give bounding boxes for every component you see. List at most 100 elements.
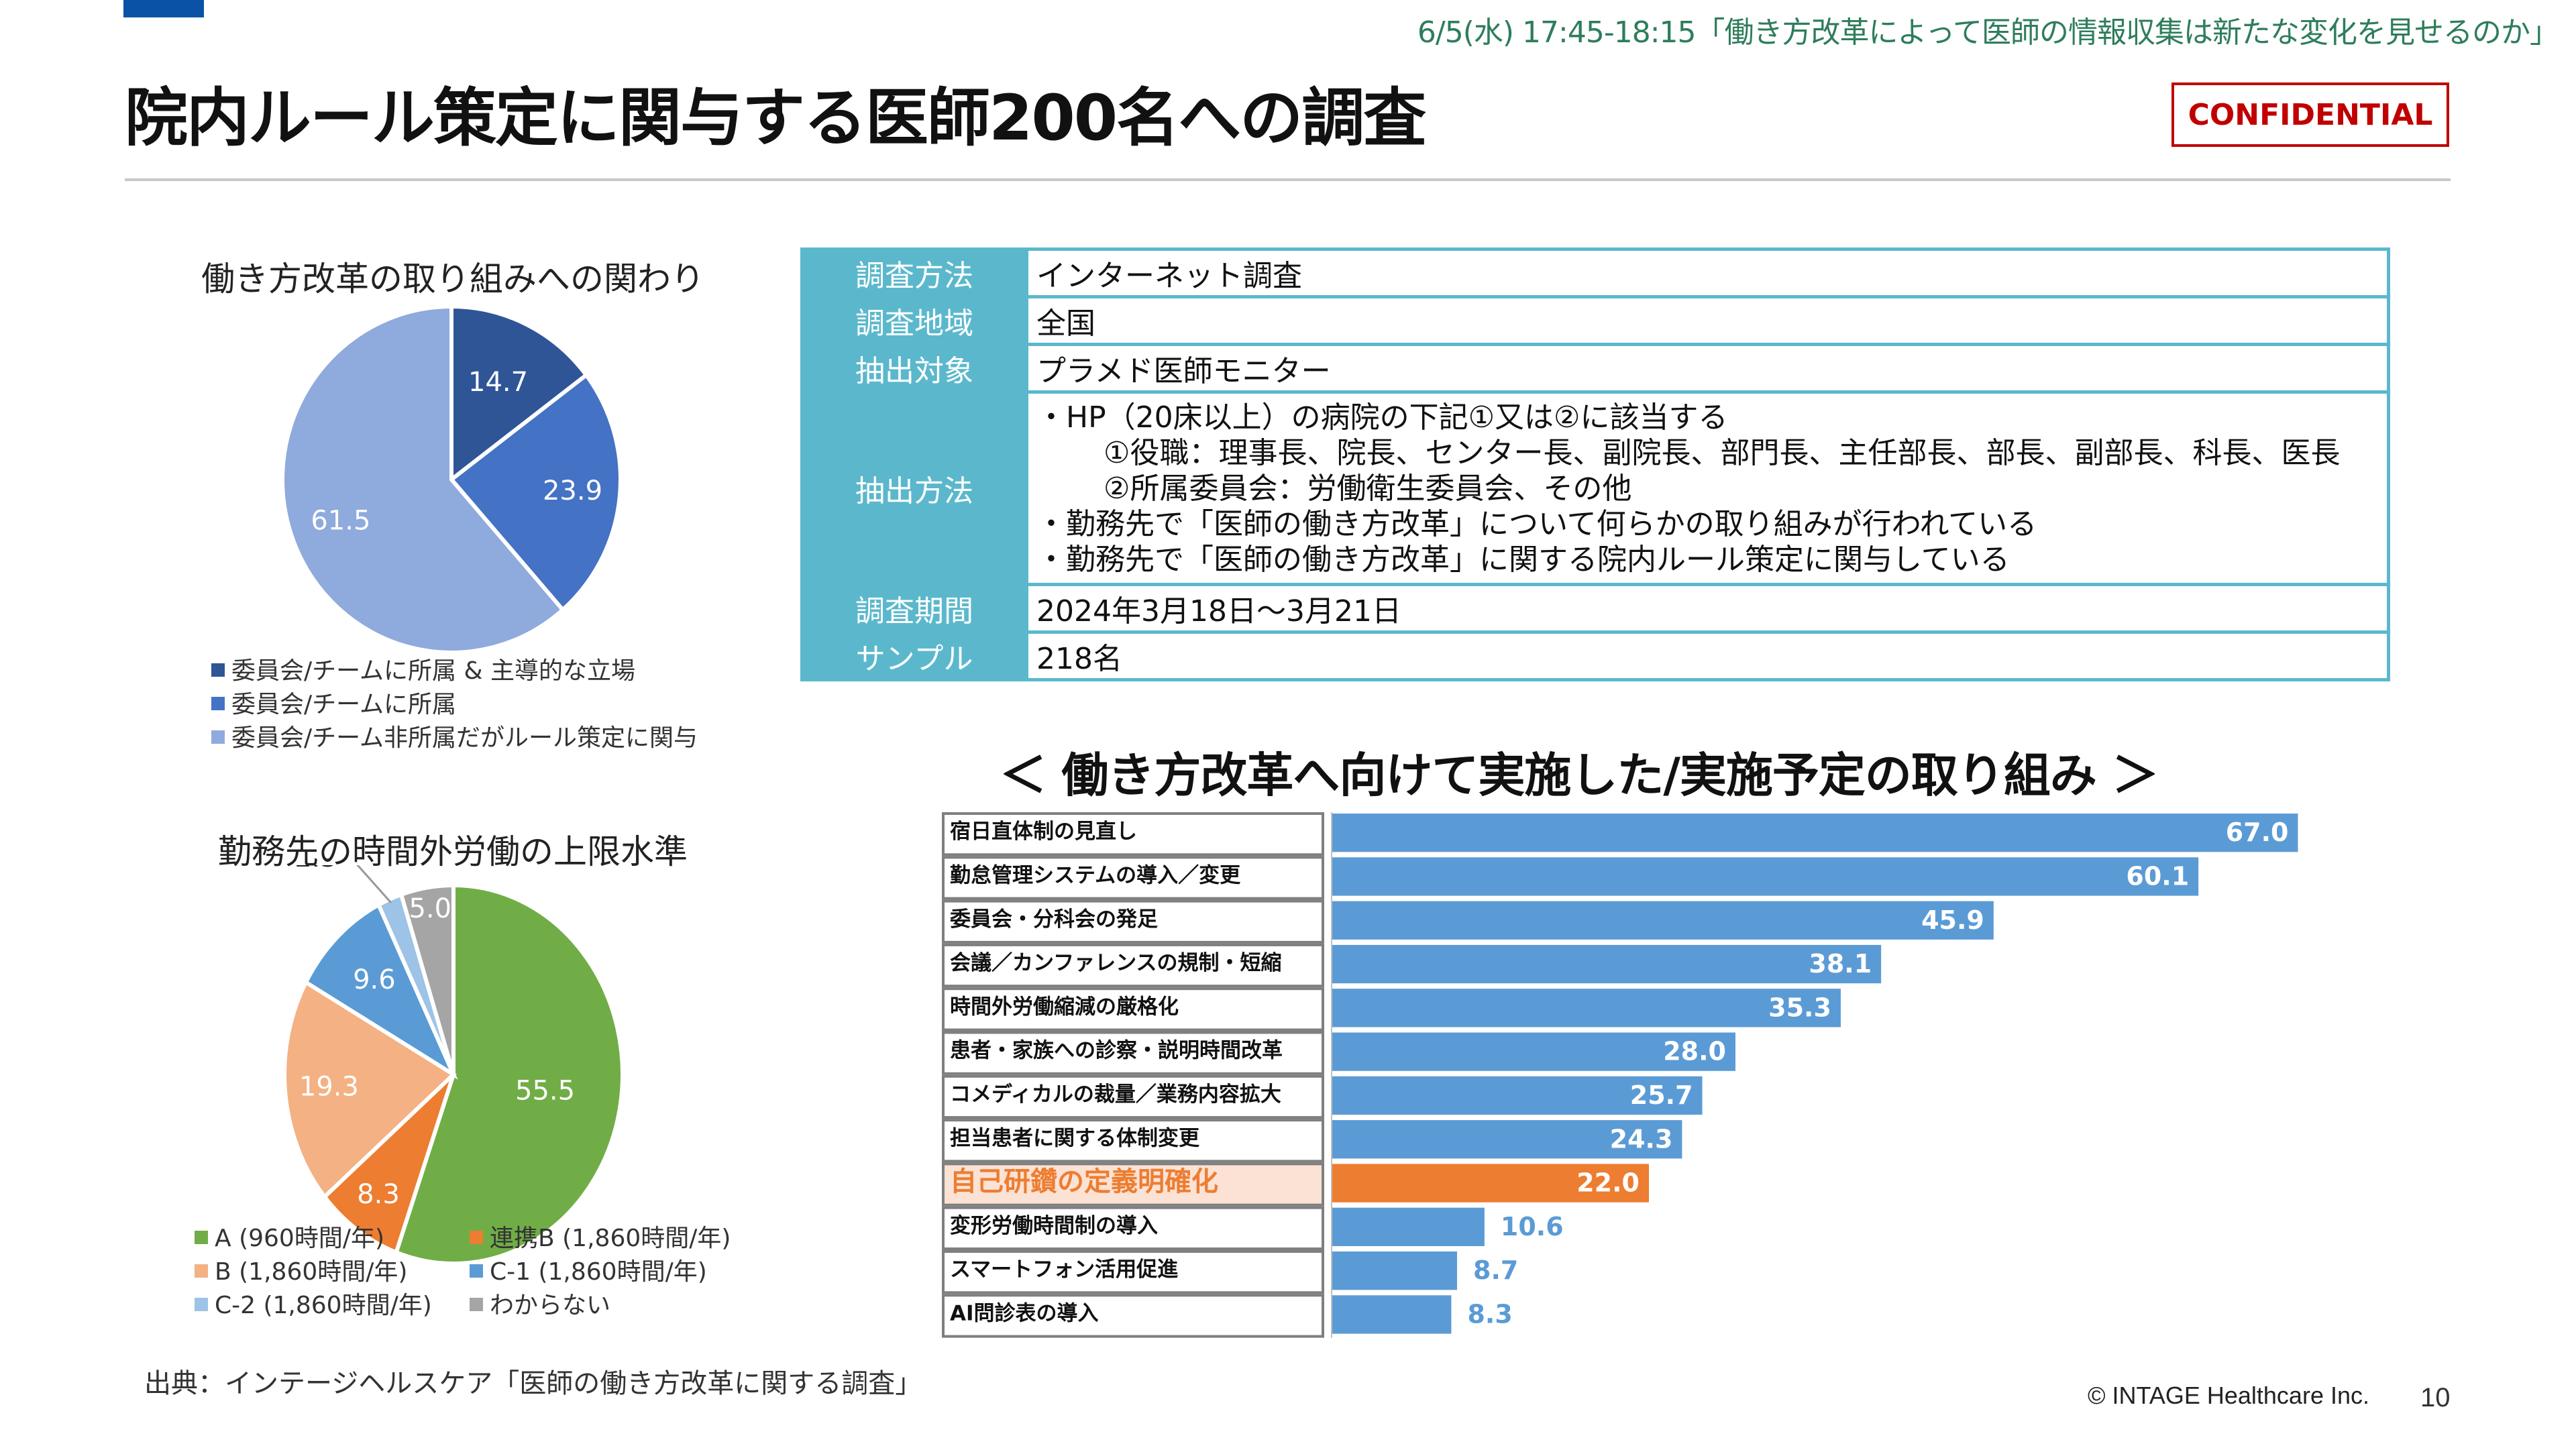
- pie-slice: [448, 372, 623, 613]
- pie-slice: [282, 979, 457, 1200]
- category-label: 患者・家族への診察・説明時間改革: [950, 1039, 1283, 1063]
- row-value: インターネット調査: [1028, 247, 2390, 298]
- row-value: プラメド医師モニター: [1028, 343, 2390, 394]
- category-label: 自己研鑽の定義明確化: [950, 1166, 1218, 1197]
- row-label: 調査方法: [800, 247, 1028, 298]
- category-label: 会議／カンファレンスの規制・短縮: [950, 951, 1281, 975]
- legend-label: 委員会/チームに所属: [231, 691, 457, 718]
- pie-data-label: 19.3: [299, 1071, 359, 1102]
- legend-swatch: [470, 1298, 483, 1311]
- pie2-legend: A (960時間/年) 連携B (1,860時間/年) B (1,860時間/年) C…: [195, 1222, 771, 1323]
- table-row: 抽出方法 ・HP（20床以上）の病院の下記①又は②に該当する ①役職：理事長、院…: [800, 390, 2390, 586]
- table-row: サンプル 218名: [800, 630, 2390, 681]
- criteria-line: ①役職：理事長、院長、センター長、副院長、部門長、主任部長、部長、副部長、科長、…: [1104, 435, 2341, 470]
- pie2-title: 勤務先の時間外労働の上限水準: [218, 832, 688, 871]
- legend-label: C-2 (1,860時間/年): [215, 1292, 432, 1319]
- row-value: 2024年3月18日～3月21日: [1028, 583, 2390, 634]
- criteria-line: ・勤務先で「医師の働き方改革」について何らかの取り組みが行われている: [1036, 506, 2037, 541]
- row-value: 全国: [1028, 295, 2390, 346]
- bar-value-label: 8.3: [1467, 1299, 1512, 1329]
- legend-swatch: [470, 1264, 483, 1278]
- legend-swatch: [211, 730, 225, 744]
- category-label-box: [942, 1119, 1324, 1163]
- bar-value-label: 35.3: [1768, 993, 1831, 1022]
- category-label-box: [942, 1074, 1324, 1119]
- bar: [1332, 857, 2199, 896]
- legend-label: A (960時間/年): [215, 1225, 385, 1252]
- session-info: 6/5(水) 17:45-18:15「働き方改革によって医師の情報収集は新たな変…: [1417, 15, 2559, 50]
- legend-label: C-1 (1,860時間/年): [490, 1258, 707, 1286]
- legend-label: 委員会/チーム非所属だがルール策定に関与: [231, 724, 698, 752]
- bar: [1332, 814, 2298, 852]
- bar: [1332, 1032, 1735, 1071]
- category-label-box: [942, 899, 1324, 944]
- confidential-badge: CONFIDENTIAL: [2171, 82, 2449, 147]
- legend-item: わからない: [470, 1289, 771, 1323]
- row-label: サンプル: [800, 630, 1028, 681]
- legend-swatch: [195, 1264, 208, 1278]
- category-label: 変形労働時間制の導入: [950, 1214, 1158, 1238]
- category-label: コメディカルの裁量／業務内容拡大: [950, 1082, 1281, 1107]
- pie-slice: [398, 883, 455, 1075]
- row-label: 調査期間: [800, 583, 1028, 634]
- pie-data-label: 8.3: [357, 1179, 400, 1210]
- copyright: © INTAGE Healthcare Inc.: [2088, 1382, 2369, 1409]
- category-label: 宿日直体制の見直し: [950, 820, 1137, 844]
- pie-slice: [303, 901, 458, 1080]
- legend-swatch: [211, 663, 225, 677]
- row-label: 抽出方法: [800, 390, 1028, 586]
- row-value: ・HP（20床以上）の病院の下記①又は②に該当する ①役職：理事長、院長、センタ…: [1028, 390, 2390, 586]
- bar: [1332, 1076, 1703, 1115]
- category-label-box: [942, 812, 1324, 856]
- pie1-title: 働き方改革の取り組みへの関わり: [201, 260, 704, 298]
- legend-label: B (1,860時間/年): [215, 1258, 408, 1286]
- pie-data-label: 23.9: [543, 476, 602, 506]
- criteria-line: ・HP（20床以上）の病院の下記①又は②に該当する: [1036, 400, 1728, 435]
- category-label-box: [942, 1250, 1324, 1294]
- legend-label: わからない: [490, 1292, 611, 1319]
- title-divider: [125, 178, 2451, 181]
- bar: [1332, 1251, 1458, 1290]
- pie1-legend: 委員会/チームに所属 & 主導的な立場委員会/チームに所属委員会/チーム非所属だ…: [211, 655, 698, 755]
- legend-swatch: [470, 1231, 483, 1244]
- bar-chart-initiatives: 宿日直体制の見直し 67.0 勤怠管理システムの導入／変更 60.1 委員会・分科会の発…: [942, 812, 2298, 1338]
- pie-slice: [393, 883, 625, 1266]
- table-row: 調査期間 2024年3月18日～3月21日: [800, 583, 2390, 634]
- bar-value-label: 38.1: [1809, 949, 1872, 979]
- table-row: 調査地域 全国: [800, 295, 2390, 346]
- bar-chart-title: ＜ 働き方改革へ向けて実施した/実施予定の取り組み ＞: [1000, 748, 2159, 803]
- category-label-box: [942, 943, 1324, 988]
- leader-line: [356, 865, 392, 904]
- bar-value-label: 67.0: [2226, 818, 2289, 847]
- bar-value-label: 8.7: [1473, 1256, 1518, 1285]
- bar: [1332, 1120, 1682, 1159]
- legend-item: 委員会/チームに所属: [211, 688, 698, 722]
- row-value: 218名: [1028, 630, 2390, 681]
- criteria-line: ②所属委員会：労働衛生委員会、その他: [1104, 471, 1632, 506]
- page-number: 10: [2420, 1383, 2451, 1412]
- category-label-box: [942, 1031, 1324, 1075]
- bar: [1332, 944, 1882, 984]
- category-label: 勤怠管理システムの導入／変更: [950, 863, 1241, 887]
- pie-slice: [449, 304, 590, 484]
- pie-chart-overtime-cap: 55.5 8.3 19.3 9.6 2.3 5.0: [282, 865, 625, 1266]
- survey-overview-table: 調査方法 インターネット調査 調査地域 全国 抽出対象 プラメド医師モニター 抽…: [800, 247, 2390, 681]
- pie-data-label: 14.7: [468, 367, 528, 398]
- legend-item: B (1,860時間/年): [195, 1256, 470, 1289]
- category-label-box: [942, 1294, 1324, 1338]
- table-row: 調査方法 インターネット調査: [800, 247, 2390, 298]
- legend-item: C-2 (1,860時間/年): [195, 1289, 470, 1323]
- legend-item: 連携B (1,860時間/年): [470, 1222, 771, 1256]
- category-label-box: [942, 856, 1324, 900]
- pie-data-label: 61.5: [311, 506, 370, 537]
- category-label: 時間外労働縮減の厳格化: [950, 995, 1179, 1019]
- legend-swatch: [195, 1231, 208, 1244]
- criteria-line: ・勤務先で「医師の働き方改革」に関する院内ルール策定に関与している: [1036, 542, 2010, 577]
- bar-value-label: 10.6: [1501, 1212, 1564, 1241]
- category-label: スマートフォン活用促進: [950, 1258, 1178, 1282]
- bar-value-label: 25.7: [1630, 1080, 1693, 1110]
- pie-slice: [280, 304, 566, 655]
- legend-item: 委員会/チームに所属 & 主導的な立場: [211, 655, 698, 688]
- row-label: 調査地域: [800, 295, 1028, 346]
- bar: [1332, 1164, 1649, 1203]
